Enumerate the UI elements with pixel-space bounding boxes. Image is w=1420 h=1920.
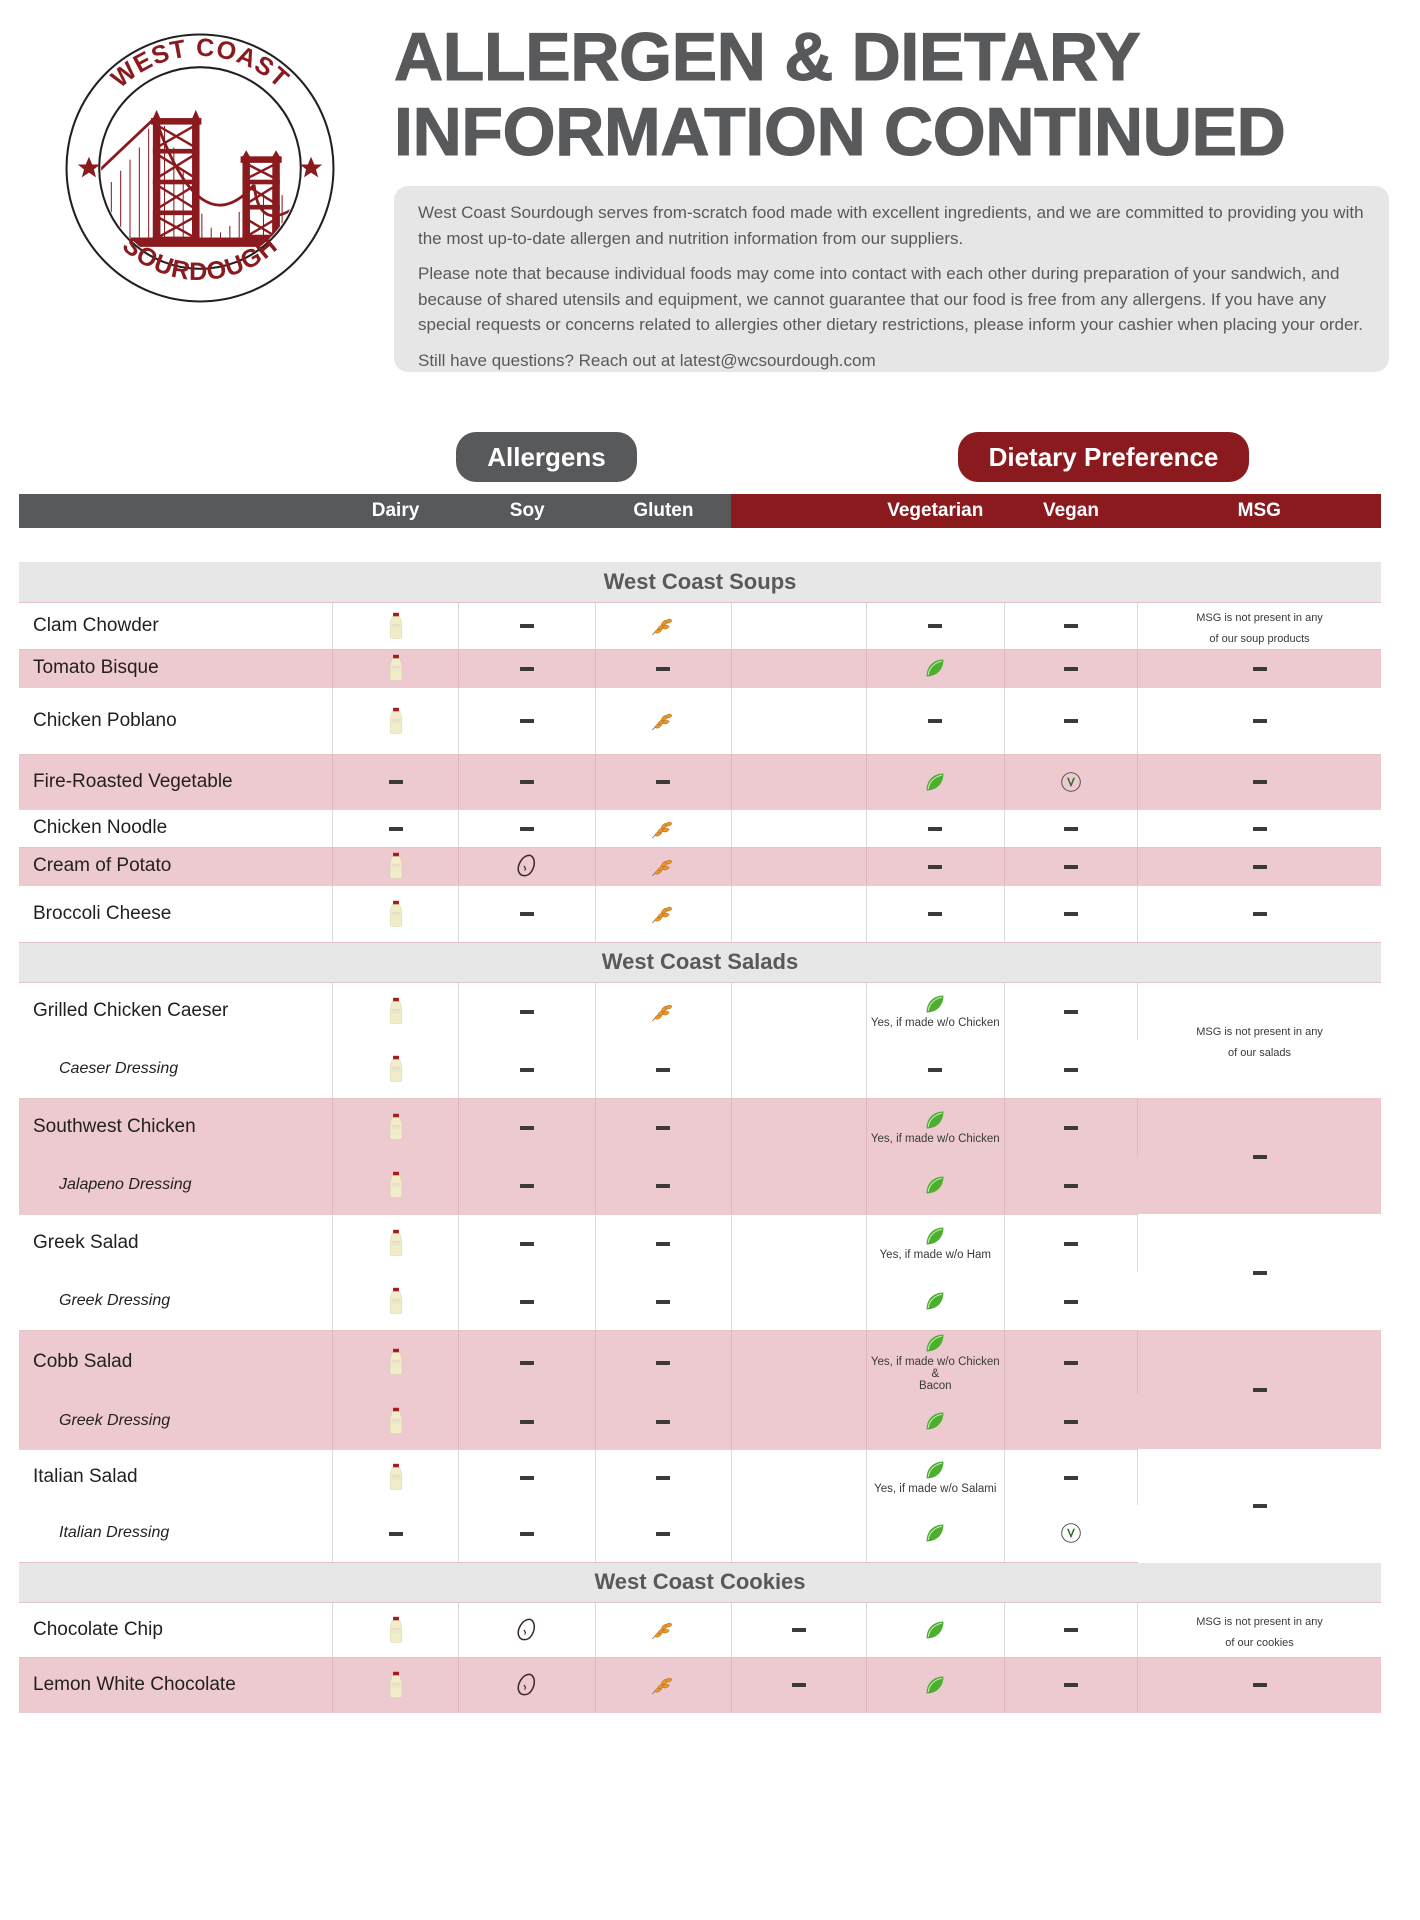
svg-text:WEST COAST: WEST COAST [106,34,294,94]
